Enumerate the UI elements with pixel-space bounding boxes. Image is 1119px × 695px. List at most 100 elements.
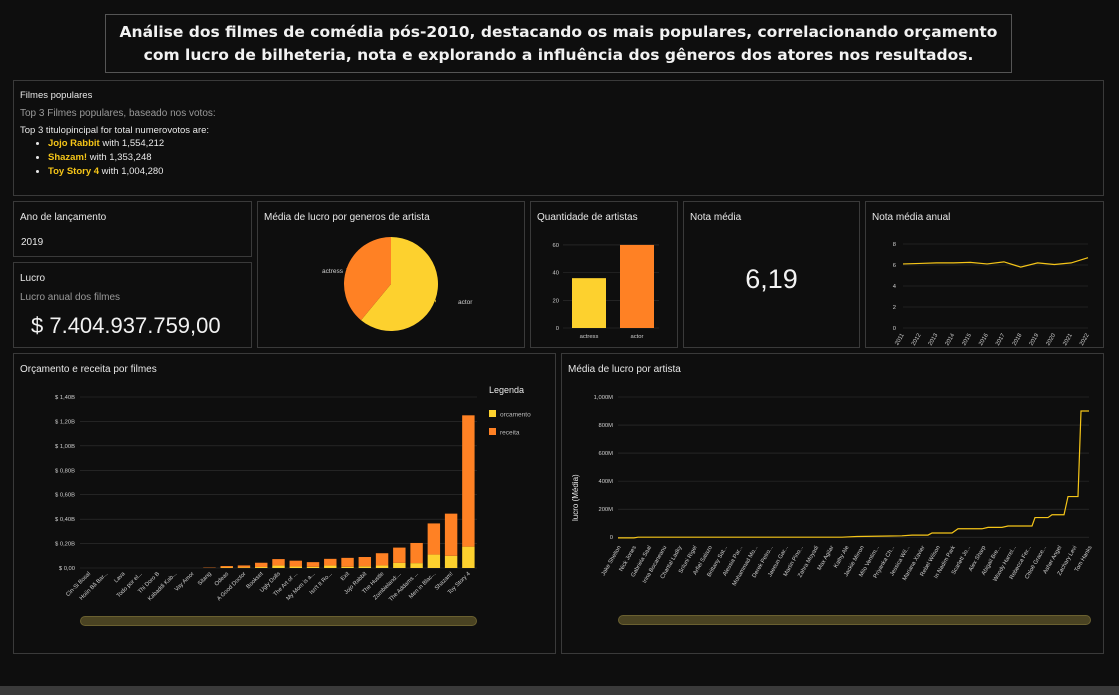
pie-panel: Média de lucro por generos de artista ac… <box>257 201 525 348</box>
budget-xtick: Exit <box>340 571 351 582</box>
pie-leader-line <box>434 299 437 303</box>
budget-bar-orcamento <box>237 567 251 568</box>
budget-bar-receita <box>237 565 251 568</box>
popular-film-votes: with 1,353,248 <box>87 152 152 163</box>
count-bar-actor <box>620 244 654 328</box>
budget-xtick: Odeas <box>214 571 230 587</box>
annual-xtick: 2011 <box>894 333 905 347</box>
budget-revenue-panel: Orçamento e receita por filmes $ 0,00 $ 0… <box>13 353 556 654</box>
dashboard-header: Análise dos filmes de comédia pós-2010, … <box>105 14 1012 73</box>
budget-xtick: Lava <box>113 571 127 585</box>
annual-xtick: 2012 <box>911 333 923 347</box>
budget-legend-label: receita <box>500 430 520 437</box>
budget-ytick: $ 0,00 <box>59 566 75 572</box>
annual-xtick: 2017 <box>995 333 1007 347</box>
artist-ytick: 1,000M <box>594 395 614 401</box>
budget-bar-orcamento <box>444 555 458 568</box>
artist-profit-title: Média de lucro por artista <box>568 364 681 375</box>
count-ytick: 40 <box>553 271 559 277</box>
budget-bar-receita <box>427 523 441 555</box>
annual-xtick: 2021 <box>1062 333 1074 347</box>
annual-xtick: 2018 <box>1012 333 1024 347</box>
release-year-panel[interactable]: Ano de lançamento 2019 <box>13 201 252 257</box>
annual-rating-line-chart: 0 2 4 6 8 2011 2012 2013 2014 2015 2016 2017 2018 201… <box>893 242 1091 347</box>
count-xtick: actress <box>580 334 599 340</box>
budget-bar-orcamento <box>324 565 337 568</box>
popular-film-name[interactable]: Jojo Rabbit <box>48 138 100 149</box>
budget-ytick: $ 0,20B <box>55 542 75 548</box>
annual-rating-line <box>902 257 1089 268</box>
popular-films-panel: Filmes populares Top 3 Filmes populares,… <box>13 80 1104 196</box>
budget-bar-receita <box>410 542 423 564</box>
dashboard-title: Análise dos filmes de comédia pós-2010, … <box>119 22 998 64</box>
popular-films-intro: Top 3 titulopincipal for total numerovot… <box>20 125 210 136</box>
count-xtick: actor <box>631 334 644 340</box>
count-title: Quantidade de artistas <box>537 212 638 223</box>
artist-ytick: 200M <box>598 507 613 513</box>
popular-film-votes: with 1,004,280 <box>99 166 164 177</box>
annual-xtick: 2022 <box>1079 333 1091 347</box>
budget-bar-orcamento <box>358 566 372 568</box>
budget-ytick: $ 0,60B <box>55 493 75 499</box>
popular-film-votes: with 1,554,212 <box>99 138 165 149</box>
popular-films-subtitle: Top 3 Filmes populares, baseado nos voto… <box>20 108 216 119</box>
annual-xtick: 2013 <box>928 333 940 347</box>
pie-label: actress <box>322 268 344 275</box>
annual-xtick: 2015 <box>961 333 973 347</box>
annual-xtick: 2016 <box>978 333 990 347</box>
artist-ylabel: lucro (Média) <box>571 474 580 521</box>
budget-revenue-scrollbar[interactable] <box>80 616 477 626</box>
annual-ytick: 2 <box>893 305 896 311</box>
bottom-bar <box>0 686 1119 695</box>
budget-bar-orcamento <box>306 566 320 568</box>
budget-bar-orcamento <box>272 565 285 568</box>
budget-bar-receita <box>255 562 268 568</box>
budget-bar-receita <box>324 558 337 566</box>
budget-bar-receita <box>272 559 285 566</box>
profit-title: Lucro <box>20 273 46 284</box>
pie-label: actor <box>458 299 473 306</box>
artist-ytick: 400M <box>598 479 613 485</box>
popular-film-name[interactable]: Shazam! <box>48 152 88 163</box>
budget-bar-receita <box>462 415 475 547</box>
budget-bar-orcamento <box>255 567 268 568</box>
annual-ytick: 6 <box>893 263 896 269</box>
budget-bar-receita <box>358 557 372 567</box>
budget-bar-receita <box>220 566 233 568</box>
annual-ytick: 0 <box>893 326 896 332</box>
avg-rating-title: Nota média <box>690 212 742 223</box>
artist-profit-scrollbar[interactable] <box>618 615 1091 625</box>
pie-slice-actor <box>361 237 438 331</box>
artist-ytick: 0 <box>610 535 613 541</box>
budget-bar-orcamento <box>427 554 441 568</box>
annual-xtick: 2014 <box>945 332 957 347</box>
budget-bar-receita <box>341 557 354 567</box>
profit-subtitle: Lucro anual dos filmes <box>20 292 121 303</box>
count-bar-actress <box>572 278 606 328</box>
count-ytick: 60 <box>553 243 559 249</box>
popular-film-item: Shazam! with 1,353,248 <box>48 151 164 165</box>
annual-ytick: 8 <box>893 242 896 248</box>
budget-legend-swatch <box>489 428 496 435</box>
budget-ytick: $ 0,40B <box>55 517 75 523</box>
budget-ytick: $ 0,80B <box>55 468 75 474</box>
budget-bar-receita <box>289 560 302 567</box>
budget-bar-orcamento <box>410 563 423 568</box>
artist-ytick: 800M <box>598 423 613 429</box>
popular-film-name[interactable]: Toy Story 4 <box>48 166 100 177</box>
budget-bar-receita <box>444 513 458 556</box>
gender-profit-pie-chart: actor actress <box>322 237 473 331</box>
annual-xtick: 2020 <box>1045 333 1057 347</box>
pie-title: Média de lucro por generos de artista <box>264 212 430 223</box>
count-panel: Quantidade de artistas 0 20 40 60 actress act… <box>530 201 678 348</box>
budget-ytick: $ 1,00B <box>55 444 75 450</box>
budget-ytick: $ 1,20B <box>55 419 75 425</box>
popular-films-list: Jojo Rabbit with 1,554,212Shazam! with 1… <box>14 137 164 179</box>
popular-film-item: Jojo Rabbit with 1,554,212 <box>48 137 164 151</box>
budget-revenue-title: Orçamento e receita por filmes <box>20 364 157 375</box>
budget-bar-orcamento <box>375 565 389 568</box>
budget-bar-orcamento <box>289 566 302 568</box>
artist-profit-panel: Média de lucro por artista 0 200M 400M 600M… <box>561 353 1104 654</box>
artist-count-bar-chart: 0 20 40 60 actress actor <box>553 243 659 340</box>
avg-rating-panel: Nota média 6,19 <box>683 201 860 348</box>
